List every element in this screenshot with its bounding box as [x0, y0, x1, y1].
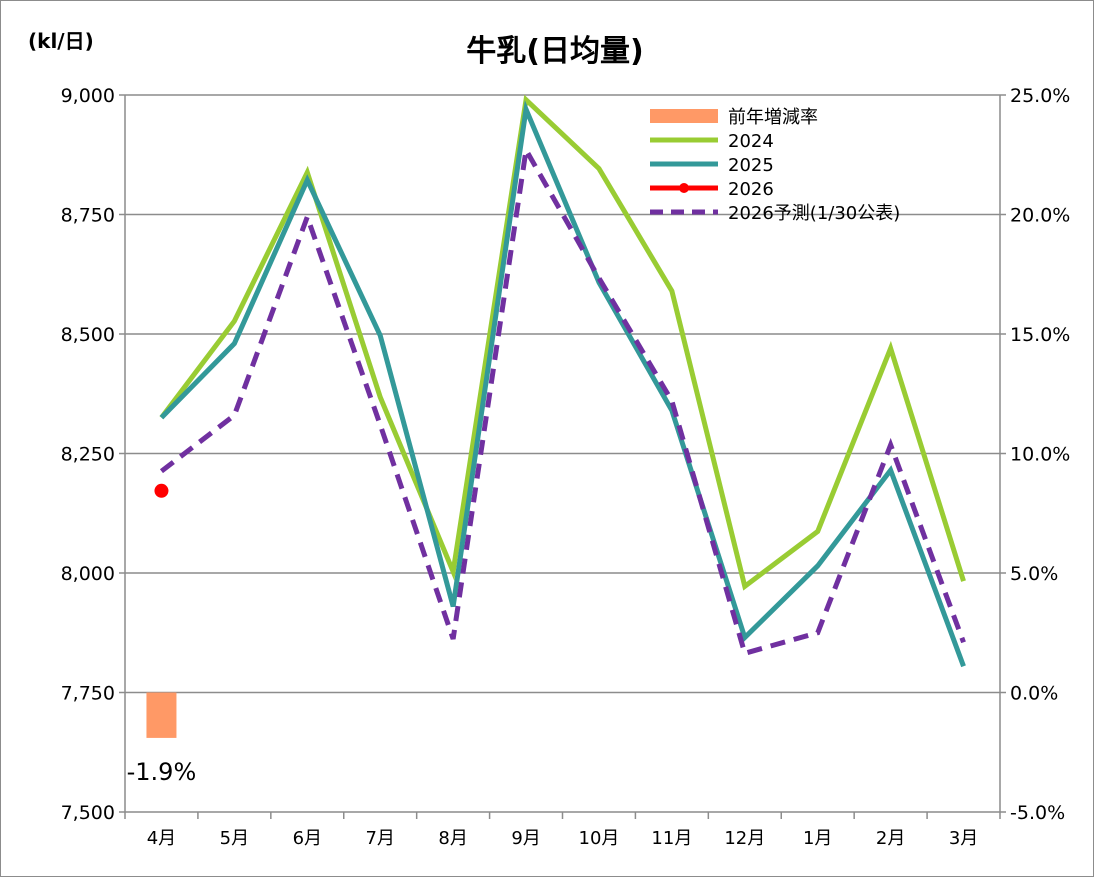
line-series: [154, 94, 966, 668]
y2-tick-label: 0.0%: [1010, 683, 1058, 705]
x-tick-label: 8月: [438, 828, 467, 849]
series-line: [159, 142, 966, 657]
y2-axis-tick-labels: 25.0% 20.0% 15.0% 10.0% 5.0% 0.0% -5.0%: [1010, 85, 1070, 824]
x-tick-label: 10月: [579, 828, 620, 849]
y2-tick-label: 5.0%: [1010, 563, 1058, 585]
bar: [146, 692, 177, 738]
legend-label: 2025: [728, 155, 774, 176]
y2-tick-label: 20.0%: [1010, 205, 1070, 227]
y-tick-label: 7,500: [61, 802, 115, 824]
x-tick-label: 2月: [876, 828, 905, 849]
y2-tick-label: 15.0%: [1010, 324, 1070, 346]
legend-label: 2026予測(1/30公表): [728, 203, 900, 224]
y-tick-label: 8,250: [61, 444, 115, 466]
x-tick-label: 7月: [365, 828, 394, 849]
data-point: [154, 483, 169, 498]
x-tick-label: 11月: [651, 828, 692, 849]
x-tick-label: 4月: [147, 828, 176, 849]
y-tick-label: 8,500: [61, 324, 115, 346]
chart-title: 牛乳(日均量): [466, 34, 643, 69]
y2-tick-label: 10.0%: [1010, 444, 1070, 466]
x-tick-label: 12月: [724, 828, 765, 849]
legend-label: 2026: [728, 179, 774, 200]
x-tick-label: 9月: [511, 828, 540, 849]
x-tick-label: 1月: [803, 828, 832, 849]
legend-label: 前年増減率: [728, 107, 818, 128]
y-tick-label: 9,000: [61, 85, 115, 107]
y-tick-label: 8,000: [61, 563, 115, 585]
y2-tick-label: 25.0%: [1010, 85, 1070, 107]
legend-marker: [679, 183, 689, 193]
legend-swatch: [650, 109, 718, 123]
y-tick-label: 8,750: [61, 205, 115, 227]
legend-label: 2024: [728, 131, 774, 152]
y2-tick-label: -5.0%: [1010, 802, 1065, 824]
x-tick-label: 5月: [220, 828, 249, 849]
y-tick-label: 7,750: [61, 683, 115, 705]
series-line: [159, 100, 966, 668]
x-tick-label: 3月: [949, 828, 978, 849]
x-tick-label: 6月: [293, 828, 322, 849]
series-line: [159, 94, 966, 591]
y-axis-tick-labels: 9,000 8,750 8,500 8,250 8,000 7,750 7,500: [61, 85, 115, 824]
bar-series: -1.9%: [127, 692, 197, 786]
data-label: -1.9%: [127, 758, 197, 786]
y-axis-unit-label: (kl/日): [28, 29, 94, 53]
axes: [119, 94, 1006, 819]
x-axis-tick-labels: 4月 5月 6月 7月 8月 9月 10月 11月 12月 1月 2月 3月: [147, 828, 979, 849]
legend: 前年増減率 2024 2025 2026 2026予測(1/30公表): [650, 107, 900, 224]
